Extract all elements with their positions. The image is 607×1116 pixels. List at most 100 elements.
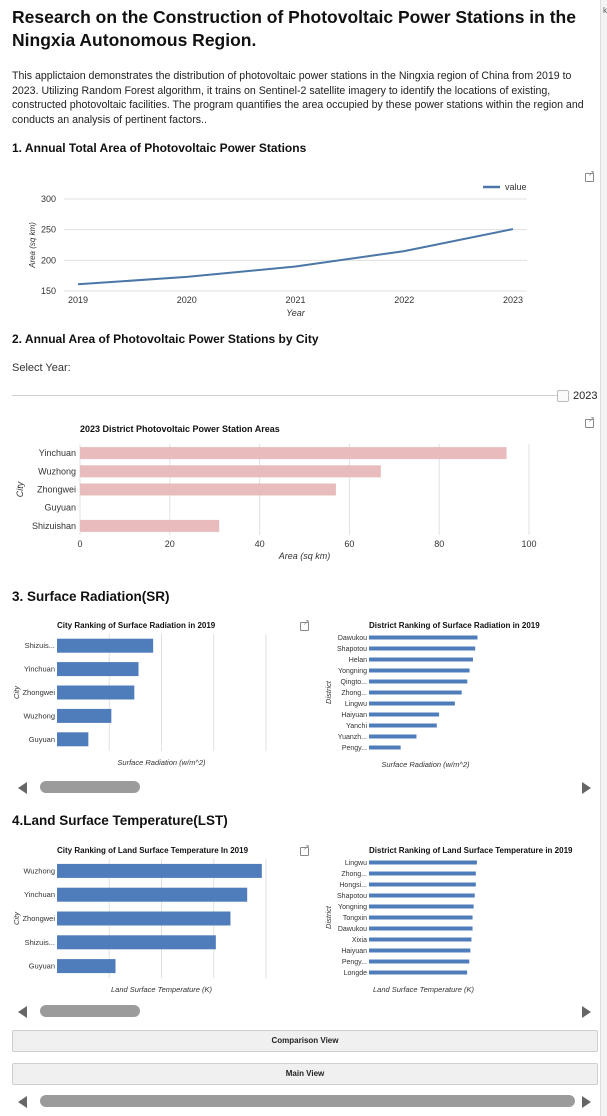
bar (369, 668, 470, 673)
y-tick-label: Dawukou (338, 926, 367, 933)
bar (369, 926, 473, 931)
open-external-icon[interactable] (300, 843, 310, 856)
x-axis-label: Area (sq km) (278, 551, 331, 561)
y-tick-label: Yinchuan (39, 448, 76, 458)
y-tick-label: Guyuan (29, 735, 55, 744)
bar (57, 935, 216, 950)
bar (369, 734, 417, 739)
y-tick-label: Yongning (338, 904, 367, 911)
y-tick-label: Haiyuan (341, 712, 367, 719)
bar (369, 646, 476, 651)
bar (369, 948, 471, 953)
horizontal-scrollbar[interactable] (12, 1094, 597, 1108)
y-axis-label: City (12, 911, 21, 925)
bar (369, 712, 440, 717)
chart-title: City Ranking of Land Surface Temperature… (57, 846, 249, 855)
bar (369, 723, 437, 728)
y-tick-label: Shizuis... (25, 938, 55, 947)
scroll-right-arrow-icon[interactable] (582, 1006, 591, 1018)
y-tick-label: Helan (349, 657, 367, 664)
y-tick-label: Shizuishan (32, 521, 76, 531)
y-tick-label: Zhongwei (22, 914, 55, 923)
scrollbar-thumb[interactable] (40, 781, 140, 793)
legend-label: value (505, 182, 527, 192)
y-tick-label: 150 (41, 286, 56, 296)
y-tick-label: Pengy... (342, 959, 367, 966)
x-axis-label: Year (286, 308, 306, 318)
bar (369, 959, 470, 964)
y-tick-label: Yuanzh... (338, 734, 367, 741)
y-tick-label: Qingto... (341, 679, 368, 686)
y-tick-label: Tongxin (343, 915, 367, 922)
x-tick-label: 20 (165, 539, 175, 549)
x-tick-label: 2022 (394, 295, 414, 305)
y-tick-label: Yanchi (346, 723, 367, 730)
bar (57, 638, 154, 653)
bar (57, 887, 248, 902)
select-year-label: Select Year: (12, 362, 71, 374)
y-tick-label: Xixia (352, 937, 367, 944)
open-external-icon[interactable] (300, 618, 310, 631)
year-slider-handle[interactable] (557, 390, 569, 402)
x-axis-label: Surface Radiation (w/m^2) (117, 758, 206, 767)
scroll-left-arrow-icon[interactable] (18, 1006, 27, 1018)
bar (80, 465, 381, 478)
scroll-left-arrow-icon[interactable] (18, 1096, 27, 1108)
x-tick-label: 2020 (177, 295, 197, 305)
main-view-button[interactable]: Main View (12, 1063, 598, 1085)
x-tick-label: 40 (255, 539, 265, 549)
x-tick-label: 100 (521, 539, 536, 549)
x-tick-label: 80 (434, 539, 444, 549)
year-slider-value: 2023 (573, 390, 598, 402)
bar-chart-city-area: 2023 District Photovoltaic Power Station… (15, 424, 537, 561)
y-tick-label: Shapotou (337, 893, 367, 900)
y-tick-label: Shizuis... (25, 641, 55, 650)
bar (80, 483, 336, 496)
y-tick-label: Yinchuan (24, 665, 55, 674)
chart-title: District Ranking of Land Surface Tempera… (369, 846, 573, 855)
y-tick-label: Zhong... (341, 871, 367, 878)
section-heading-total-area: 1. Annual Total Area of Photovoltaic Pow… (12, 141, 307, 155)
horizontal-scrollbar[interactable] (12, 780, 597, 794)
y-tick-label: 200 (41, 255, 56, 265)
x-tick-label: 2023 (503, 295, 523, 305)
bar (369, 937, 472, 942)
bar (369, 915, 473, 920)
horizontal-scrollbar[interactable] (12, 1004, 597, 1018)
bar (57, 662, 139, 677)
scroll-right-arrow-icon[interactable] (582, 1096, 591, 1108)
y-tick-label: Longde (344, 970, 367, 977)
year-slider-track[interactable] (12, 395, 567, 396)
y-tick-label: Dawukou (338, 635, 367, 642)
y-tick-label: Haiyuan (341, 948, 367, 955)
line-chart-total-area: 150 200 250 300 2019 2020 2021 2022 2023 Year Area… (28, 182, 527, 318)
scroll-left-arrow-icon[interactable] (18, 782, 27, 794)
y-tick-label: Pengy... (342, 745, 367, 752)
bar-chart-city-temperature: City Ranking of Land Surface Temperature… (12, 846, 267, 994)
bar-chart-district-temperature: District Ranking of Land Surface Tempera… (324, 846, 573, 994)
x-axis-label: Surface Radiation (w/m^2) (381, 760, 470, 769)
x-axis-label: Land Surface Temperature (K) (111, 985, 213, 994)
y-tick-label: Lingwu (345, 860, 367, 867)
y-axis-label: District (324, 680, 333, 704)
side-panel-edge: k (600, 0, 607, 1116)
open-external-icon[interactable] (585, 169, 595, 182)
comparison-view-button[interactable]: Comparison View (12, 1030, 598, 1052)
page-title: Research on the Construction of Photovol… (12, 7, 576, 50)
x-tick-label: 2019 (68, 295, 88, 305)
scrollbar-thumb[interactable] (40, 1005, 140, 1017)
bar (369, 882, 476, 887)
chart-title: 2023 District Photovoltaic Power Station… (80, 424, 280, 434)
open-external-icon[interactable] (585, 415, 595, 428)
x-tick-label: 2021 (285, 295, 305, 305)
x-axis-label: Land Surface Temperature (K) (373, 985, 475, 994)
scroll-right-arrow-icon[interactable] (582, 782, 591, 794)
bar-chart-district-radiation: District Ranking of Surface Radiation in… (324, 621, 540, 769)
bar (369, 871, 476, 876)
y-tick-label: Zhongwei (37, 485, 76, 495)
scrollbar-thumb[interactable] (40, 1095, 575, 1107)
y-tick-label: Wuzhong (23, 711, 55, 720)
bar (57, 685, 135, 700)
bar-chart-city-radiation: City Ranking of Surface Radiation in 201… (12, 621, 267, 767)
y-tick-label: Zhongwei (22, 688, 55, 697)
